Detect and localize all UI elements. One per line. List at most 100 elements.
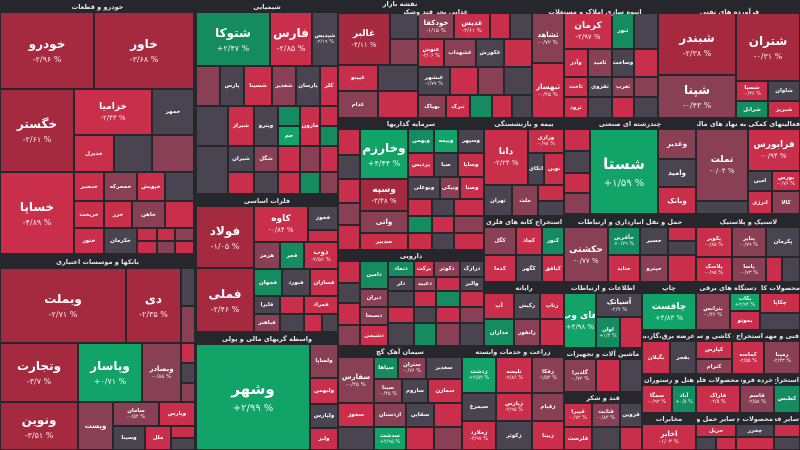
treemap-tile[interactable] xyxy=(433,234,453,249)
treemap-tile[interactable] xyxy=(197,67,219,105)
treemap-tile[interactable] xyxy=(433,217,453,232)
treemap-tile[interactable] xyxy=(437,324,459,345)
treemap-tile[interactable] xyxy=(339,204,359,224)
treemap-tile[interactable] xyxy=(539,186,563,200)
treemap-tile[interactable]: ثامید xyxy=(589,50,611,76)
treemap-tile[interactable]: پتایر -۰/۷۹ % xyxy=(733,228,765,256)
treemap-tile[interactable]: رکیش xyxy=(515,294,539,318)
treemap-tile[interactable]: ذوب -۴/۵۶ % xyxy=(305,243,337,268)
treemap-tile[interactable]: های وب+۴/۹۸ % xyxy=(565,294,595,347)
treemap-tile[interactable]: خپویش xyxy=(138,173,164,200)
treemap-tile[interactable]: رتاپ xyxy=(541,294,563,318)
treemap-tile[interactable] xyxy=(471,96,491,117)
treemap-tile[interactable]: بکاب +۲/۹۴ % xyxy=(731,294,759,310)
treemap-tile[interactable] xyxy=(505,68,531,94)
treemap-tile[interactable]: سقاین xyxy=(407,404,433,426)
treemap-tile[interactable] xyxy=(455,234,483,249)
treemap-tile[interactable] xyxy=(309,231,337,241)
treemap-tile[interactable]: زقیام xyxy=(533,394,563,420)
treemap-tile[interactable]: زفکا -۱/۵۴ % xyxy=(533,358,563,392)
treemap-tile[interactable]: پکویر -۰/۸۵ % xyxy=(697,228,731,256)
treemap-tile[interactable] xyxy=(339,226,359,249)
treemap-tile[interactable]: فجر xyxy=(281,243,303,268)
treemap-tile[interactable] xyxy=(437,278,459,290)
treemap-tile[interactable]: اتکای xyxy=(529,154,543,184)
treemap-tile[interactable]: فنورد xyxy=(283,270,309,295)
treemap-tile[interactable] xyxy=(379,92,417,117)
treemap-tile[interactable] xyxy=(321,173,337,193)
treemap-tile[interactable]: کگهر xyxy=(517,256,541,281)
treemap-tile[interactable] xyxy=(669,242,695,254)
treemap-tile[interactable]: غالبر -۴/۱۱ % xyxy=(339,14,389,64)
treemap-tile[interactable]: وپترو xyxy=(255,107,277,145)
treemap-tile[interactable]: شیران xyxy=(229,147,253,171)
treemap-tile[interactable]: سیتا -۰/۴۵ % xyxy=(375,380,401,402)
treemap-tile[interactable] xyxy=(593,428,619,449)
treemap-tile[interactable]: شسپا -۰/۳۶ % xyxy=(737,82,767,100)
treemap-tile[interactable] xyxy=(717,438,735,449)
treemap-tile[interactable]: ثشاهد -۰/۷۲ % xyxy=(533,14,563,62)
treemap-tile[interactable]: غبشهر -۱/۷۷ % xyxy=(419,68,449,94)
treemap-tile[interactable]: مارون xyxy=(301,107,319,145)
treemap-tile[interactable]: فمراد xyxy=(305,297,337,313)
treemap-tile[interactable] xyxy=(301,147,319,171)
treemap-tile[interactable] xyxy=(166,173,193,200)
treemap-tile[interactable]: حکشتی -۰/۷۷ % xyxy=(565,228,607,281)
treemap-tile[interactable]: پارس xyxy=(221,67,243,105)
treemap-tile[interactable]: دتماد xyxy=(389,262,413,276)
treemap-tile[interactable]: آباد +۰/۵ % xyxy=(673,386,695,412)
treemap-tile[interactable] xyxy=(301,173,319,193)
treemap-tile[interactable] xyxy=(415,292,435,306)
treemap-tile[interactable]: ساروم xyxy=(403,380,427,402)
treemap-tile[interactable]: کطبس xyxy=(775,386,799,412)
treemap-tile[interactable] xyxy=(153,136,193,171)
treemap-tile[interactable]: سپاها xyxy=(375,358,397,378)
treemap-tile[interactable] xyxy=(339,284,359,302)
treemap-tile[interactable] xyxy=(539,202,563,215)
treemap-tile[interactable] xyxy=(775,425,799,436)
treemap-tile[interactable] xyxy=(409,234,431,249)
treemap-tile[interactable]: وبانک xyxy=(659,188,695,213)
treemap-tile[interactable]: کماسه -۲/۵۵ % xyxy=(733,342,763,373)
treemap-tile[interactable]: خودکفا -۱/۱۵ % xyxy=(419,14,453,38)
treemap-tile[interactable]: ثرود xyxy=(565,98,587,117)
treemap-tile[interactable]: فایرا xyxy=(255,297,279,313)
treemap-tile[interactable]: وخارزم +۴/۴۴ % xyxy=(361,130,407,178)
treemap-tile[interactable] xyxy=(115,136,151,171)
treemap-tile[interactable]: وسپهر xyxy=(459,130,483,152)
treemap-tile[interactable] xyxy=(461,292,483,306)
treemap-tile[interactable]: ولیز xyxy=(311,429,337,449)
treemap-tile[interactable]: کگل xyxy=(485,228,515,254)
treemap-tile[interactable] xyxy=(541,320,563,345)
treemap-tile[interactable]: کاوه -۰/۸۴ % xyxy=(255,207,307,241)
treemap-tile[interactable]: خاهن xyxy=(133,202,164,227)
treemap-tile[interactable]: دی -۲/۳۵ % xyxy=(127,269,180,342)
treemap-tile[interactable]: صبا xyxy=(435,154,457,176)
treemap-tile[interactable]: بفجر xyxy=(671,342,695,373)
treemap-tile[interactable]: سخوز xyxy=(339,404,373,426)
treemap-tile[interactable]: خگستر -۲/۶۱ % xyxy=(1,90,73,171)
treemap-tile[interactable]: غدیس -۲/۶۱ % xyxy=(455,14,489,38)
treemap-tile[interactable]: شپدیس -۲/۱۹ % xyxy=(313,13,337,65)
treemap-tile[interactable]: حسیر xyxy=(641,228,667,254)
treemap-tile[interactable]: رانفور xyxy=(515,320,539,345)
treemap-tile[interactable]: تملت -۰/۰۴ % xyxy=(697,130,747,200)
treemap-tile[interactable] xyxy=(437,308,459,322)
treemap-tile[interactable]: گلدیرا -۰/۷۲ % xyxy=(565,360,595,391)
treemap-tile[interactable]: وبهمن xyxy=(409,130,433,152)
treemap-tile[interactable] xyxy=(407,428,433,449)
treemap-tile[interactable] xyxy=(389,292,413,306)
treemap-tile[interactable]: فاراک -۲/۵ % xyxy=(697,386,739,412)
treemap-tile[interactable]: زدشت +۴/۵۴ % xyxy=(463,358,495,392)
treemap-tile[interactable]: ملل xyxy=(146,427,170,449)
treemap-tile[interactable]: تلیسه -۲/۸۶ % xyxy=(497,358,531,392)
treemap-tile[interactable] xyxy=(182,364,194,382)
treemap-tile[interactable] xyxy=(321,127,337,145)
treemap-tile[interactable] xyxy=(669,256,695,281)
treemap-tile[interactable] xyxy=(437,292,459,306)
treemap-tile[interactable]: اردستان xyxy=(375,404,405,426)
treemap-tile[interactable]: خساپا -۴/۸۹ % xyxy=(1,173,73,253)
treemap-tile[interactable] xyxy=(281,315,303,331)
treemap-tile[interactable]: فباهنر xyxy=(255,315,279,331)
treemap-tile[interactable] xyxy=(761,314,799,329)
